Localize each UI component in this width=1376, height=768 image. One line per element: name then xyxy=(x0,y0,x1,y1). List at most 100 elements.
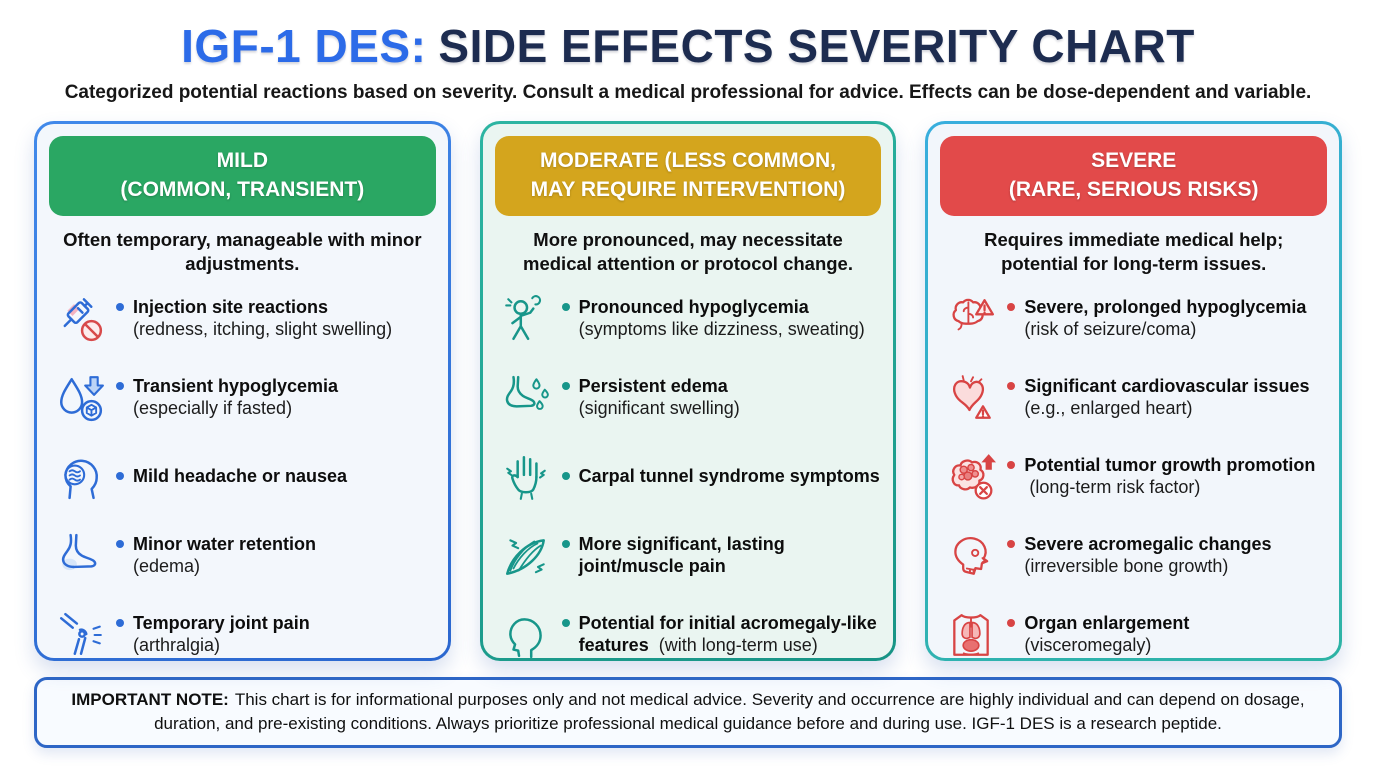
severity-columns: MILD (COMMON, TRANSIENT) Often temporary… xyxy=(0,121,1376,661)
item-normal-text: (significant swelling) xyxy=(578,397,740,418)
item-text: Severe, prolonged hypoglycemia (risk of … xyxy=(1007,297,1306,341)
severe-card-description: Requires immediate medical help; potenti… xyxy=(984,229,1284,274)
list-item: Significant cardiovascular issues (e.g.,… xyxy=(946,373,1329,423)
item-normal-text: (long-term risk factor) xyxy=(1029,476,1201,497)
organ-enlargement-icon xyxy=(946,610,996,659)
item-bold-text: Mild headache or nausea xyxy=(133,465,348,486)
item-bold-text: Potential tumor growth promotion xyxy=(1024,454,1316,475)
severe-header-line1: SEVERE xyxy=(1091,149,1177,173)
item-bold-text: Temporary joint pain xyxy=(133,612,310,633)
list-item: Severe, prolonged hypoglycemia (risk of … xyxy=(946,294,1329,344)
list-item: Pronounced hypoglycemia (symptoms like d… xyxy=(501,294,884,344)
muscle-pain-icon xyxy=(501,531,551,581)
list-item: Temporary joint pain (arthralgia) xyxy=(55,610,438,659)
item-bold-text: Carpal tunnel syndrome symptoms xyxy=(578,465,880,486)
bullet-dot xyxy=(1007,539,1016,548)
item-text: Severe acromegalic changes (irreversible… xyxy=(1007,534,1271,578)
mild-item-list: Injection site reactions (redness, itchi… xyxy=(37,276,448,659)
item-bold-text: Severe, prolonged hypoglycemia xyxy=(1024,296,1307,317)
bullet-dot xyxy=(116,302,124,311)
item-normal-text: (visceromegaly) xyxy=(1024,634,1152,655)
item-normal-text: (especially if fasted) xyxy=(133,397,293,418)
bullet-dot xyxy=(561,539,570,548)
item-text: Potential for initial acromegaly-like fe… xyxy=(561,612,884,657)
swollen-foot-icon xyxy=(501,373,551,423)
list-item: Injection site reactions (redness, itchi… xyxy=(55,294,438,344)
item-bold-text: More significant, lasting joint/muscle p… xyxy=(578,533,785,576)
severe-header-line2: (RARE, SERIOUS RISKS) xyxy=(1008,178,1259,202)
list-item: Organ enlargement (visceromegaly) xyxy=(946,610,1329,659)
bullet-dot xyxy=(116,539,124,548)
item-bold-text: Minor water retention xyxy=(133,533,317,554)
severe-item-list: Severe, prolonged hypoglycemia (risk of … xyxy=(928,276,1339,659)
heart-warning-icon xyxy=(946,373,996,423)
list-item: Carpal tunnel syndrome symptoms xyxy=(501,452,884,502)
item-text: Organ enlargement (visceromegaly) xyxy=(1007,613,1189,657)
item-normal-text: (e.g., enlarged heart) xyxy=(1024,397,1193,418)
item-text: Injection site reactions (redness, itchi… xyxy=(116,297,392,341)
item-text: Potential tumor growth promotion (long-t… xyxy=(1007,455,1329,499)
bullet-dot xyxy=(561,471,570,480)
bullet-dot xyxy=(1007,460,1016,469)
item-text: Transient hypoglycemia (especially if fa… xyxy=(116,376,338,420)
item-normal-text: (arthralgia) xyxy=(133,634,221,655)
item-bold-text: Significant cardiovascular issues xyxy=(1024,375,1310,396)
item-text: Pronounced hypoglycemia (symptoms like d… xyxy=(561,296,865,341)
item-normal-text: (edema) xyxy=(133,555,201,576)
list-item: Transient hypoglycemia (especially if fa… xyxy=(55,373,438,423)
head-profile-icon xyxy=(501,610,551,659)
page-title-rest: SIDE EFFECTS SEVERITY CHART xyxy=(438,20,1195,72)
knee-joint-icon xyxy=(55,610,105,659)
moderate-card-description: More pronounced, may necessitate medical… xyxy=(523,229,853,274)
list-item: Severe acromegalic changes (irreversible… xyxy=(946,531,1329,581)
severe-card-header: SEVERE (RARE, SERIOUS RISKS) xyxy=(940,136,1328,217)
severe-card: SEVERE (RARE, SERIOUS RISKS) Requires im… xyxy=(925,121,1342,661)
bullet-dot xyxy=(1007,302,1016,311)
list-item: Persistent edema (significant swelling) xyxy=(501,373,884,423)
bullet-dot xyxy=(1007,618,1016,627)
bullet-dot xyxy=(1007,381,1016,390)
item-text: Temporary joint pain (arthralgia) xyxy=(116,613,310,657)
item-normal-text: (redness, itching, slight swelling) xyxy=(133,318,393,339)
important-note-banner: IMPORTANT NOTE: This chart is for informa… xyxy=(34,677,1342,748)
skull-icon xyxy=(946,531,996,581)
bullet-dot xyxy=(561,302,570,311)
list-item: Potential for initial acromegaly-like fe… xyxy=(501,610,884,659)
list-item: Potential tumor growth promotion (long-t… xyxy=(946,452,1329,502)
bullet-dot xyxy=(116,381,124,390)
moderate-header-line2: MAY REQUIRE INTERVENTION) xyxy=(530,178,846,202)
syringe-prohibited-icon xyxy=(55,294,105,344)
bullet-dot xyxy=(561,381,570,390)
item-bold-text: Potential for initial acromegaly-like fe… xyxy=(578,612,877,655)
item-bold-text: Pronounced hypoglycemia xyxy=(578,296,809,317)
page-subtitle: Categorized potential reactions based on… xyxy=(64,82,1312,104)
item-text: Persistent edema (significant swelling) xyxy=(561,375,740,420)
item-bold-text: Injection site reactions xyxy=(133,296,329,317)
bullet-dot xyxy=(116,618,124,627)
mild-card-description: Often temporary, manageable with minor a… xyxy=(63,229,422,274)
bullet-dot xyxy=(116,471,124,480)
item-bold-text: Persistent edema xyxy=(578,375,728,396)
bullet-dot xyxy=(561,618,570,627)
item-text: Carpal tunnel syndrome symptoms xyxy=(561,465,880,488)
moderate-card-header: MODERATE (LESS COMMON, MAY REQUIRE INTER… xyxy=(494,136,882,217)
important-note-text: This chart is for informational purposes… xyxy=(154,690,1305,734)
list-item: Minor water retention (edema) xyxy=(55,531,438,581)
item-normal-text: (irreversible bone growth) xyxy=(1024,555,1229,576)
moderate-header-line1: MODERATE (LESS COMMON, xyxy=(540,149,836,173)
page-title: IGF-1 DES: SIDE EFFECTS SEVERITY CHART xyxy=(0,22,1376,70)
list-item: More significant, lasting joint/muscle p… xyxy=(501,531,884,581)
mild-card: MILD (COMMON, TRANSIENT) Often temporary… xyxy=(34,121,451,661)
mild-card-header: MILD (COMMON, TRANSIENT) xyxy=(49,136,436,217)
item-normal-text: (symptoms like dizziness, sweating) xyxy=(578,318,865,339)
mild-header-line2: (COMMON, TRANSIENT) xyxy=(120,178,365,202)
moderate-item-list: Pronounced hypoglycemia (symptoms like d… xyxy=(483,276,894,659)
item-text: Mild headache or nausea xyxy=(116,466,347,488)
item-bold-text: Transient hypoglycemia xyxy=(133,375,339,396)
brain-warning-icon xyxy=(946,294,996,344)
page-title-accent: IGF-1 DES: xyxy=(181,20,427,72)
mild-header-line1: MILD xyxy=(216,149,268,173)
important-note-label: IMPORTANT NOTE: xyxy=(71,690,229,710)
item-text: Minor water retention (edema) xyxy=(116,534,316,578)
glucose-drop-icon xyxy=(55,373,105,423)
